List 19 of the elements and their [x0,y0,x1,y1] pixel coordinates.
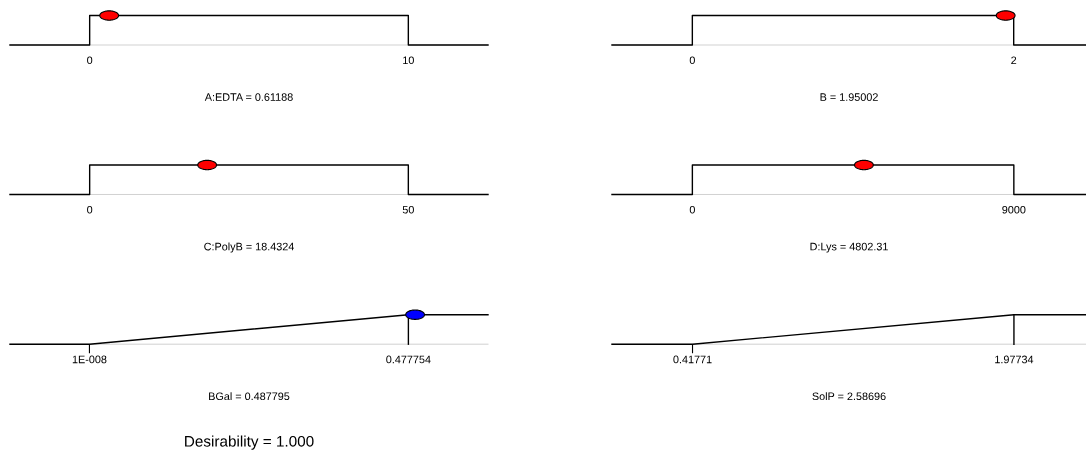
x-tick-label: 2 [1011,56,1017,64]
text: Desirability = 1.000 [185,435,314,450]
x-tick-label: 0 [689,56,695,65]
x-tick-label: 50 [402,205,414,214]
x-tick-label: 0 [689,205,695,214]
x-axis-title: D:Lys = 4802.31 [810,242,888,253]
x-tick-label: 10 [403,56,414,65]
x-axis-title: SolP = 2.58696 [812,392,886,401]
x-tick-label: 1E-008 [72,355,107,364]
x-tick-label: 0 [87,205,93,214]
x-axis-title: B = 1.95002 [820,93,878,101]
x-tick-label: 0 [87,56,93,65]
x-tick-label: 9000 [1002,205,1026,214]
x-axis-title: A:EDTA = 0.61188 [204,93,293,101]
x-axis-title: BGal = 0.487795 [209,392,290,401]
x-tick-label: 1.97734 [995,355,1034,364]
x-axis-title: C:PolyB = 18.4324 [204,242,294,253]
x-tick-label: 0.477754 [386,355,431,364]
x-tick-label: 0.41771 [673,355,712,364]
